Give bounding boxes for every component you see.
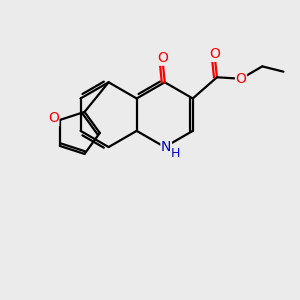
Text: O: O <box>48 112 59 125</box>
Text: H: H <box>171 147 181 160</box>
Text: O: O <box>157 51 168 65</box>
Text: O: O <box>236 72 247 86</box>
Text: O: O <box>209 47 220 61</box>
Text: N: N <box>161 140 171 154</box>
